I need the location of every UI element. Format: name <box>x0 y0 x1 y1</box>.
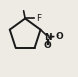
Text: N: N <box>44 33 51 42</box>
Text: O: O <box>56 32 63 41</box>
Text: F: F <box>36 14 41 23</box>
Text: -: - <box>57 32 59 38</box>
Text: +: + <box>47 33 52 38</box>
Text: O: O <box>44 41 51 50</box>
